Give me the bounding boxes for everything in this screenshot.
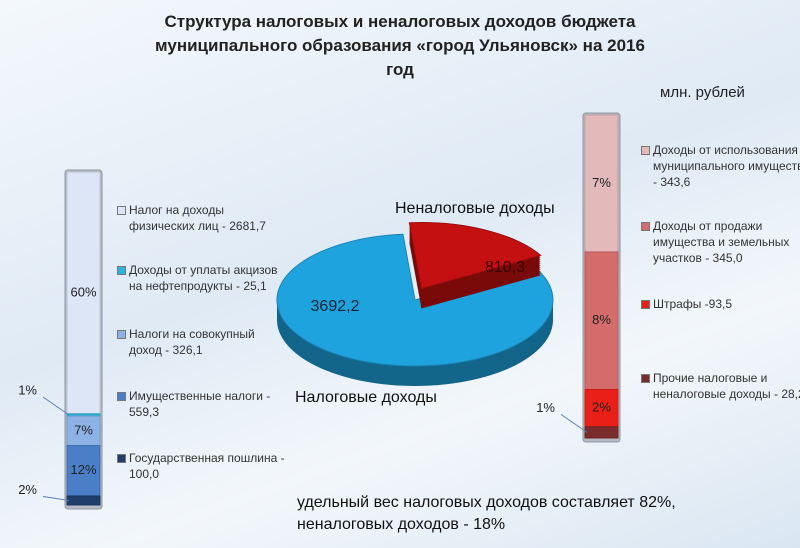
legend-text: Доходы от использования муниципального и…: [653, 143, 800, 189]
legend-marker: [117, 330, 126, 339]
legend-marker: [117, 206, 126, 215]
pie-slice-group: [276, 233, 554, 387]
legend-entry: Доходы от использования муниципального и…: [641, 142, 800, 190]
legend-marker: [117, 392, 126, 401]
share-label: 1%: [18, 382, 37, 397]
legend-entry: Налоги на совокупный доход - 326,1: [117, 326, 289, 358]
legend-marker: [641, 222, 650, 231]
share-label: 7%: [592, 175, 611, 190]
legend-entry: Прочие налоговые и неналоговые доходы - …: [641, 370, 800, 402]
legend-text: Налог на доходы физических лиц - 2681,7: [129, 203, 266, 233]
pie-slice: [276, 233, 554, 367]
legend-marker: [117, 266, 126, 275]
leader-line: [560, 413, 588, 433]
pie-category-label: Налоговые доходы: [295, 389, 437, 406]
pie-value-label: 3692,2: [311, 298, 360, 315]
pie-slice: [408, 222, 542, 290]
legend-entry: Имущественные налоги - 559,3: [117, 388, 289, 420]
bar-segment: [66, 495, 101, 506]
bar-segment: [584, 388, 619, 428]
pie-value-label: 810,3: [485, 259, 525, 276]
legend-entry: Штрафы -93,5: [641, 296, 800, 312]
legend-entry: Доходы от продажи имущества и земельных …: [641, 218, 800, 266]
legend-entry: Государственная пошлина - 100,0: [117, 450, 289, 482]
bar-segment: [584, 251, 619, 390]
bar-segment: [66, 415, 101, 447]
unit-label: млн. рублей: [660, 84, 745, 101]
legend-text: Имущественные налоги - 559,3: [129, 389, 271, 419]
legend-entry: Налог на доходы физических лиц - 2681,7: [117, 202, 289, 234]
pie-category-label: Неналоговые доходы: [395, 200, 555, 217]
bar-segment: [584, 426, 619, 439]
share-label: 2%: [18, 482, 37, 497]
share-label: 12%: [70, 462, 96, 477]
legend-marker: [641, 300, 650, 309]
leader-line: [42, 396, 70, 416]
legend-text: Штрафы -93,5: [653, 297, 733, 311]
legend-marker: [641, 374, 650, 383]
legend-text: Государственная пошлина - 100,0: [129, 451, 285, 481]
chart-title: Структура налоговых и неналоговых доходо…: [155, 12, 645, 79]
legend-text: Прочие налоговые и неналоговые доходы - …: [653, 371, 800, 401]
share-label: 7%: [74, 422, 93, 437]
bar-segment: [584, 114, 619, 253]
share-label: 1%: [536, 400, 555, 415]
legend-text: Доходы от продажи имущества и земельных …: [653, 219, 790, 265]
share-label: 2%: [592, 400, 611, 415]
pie-slice-group: [408, 222, 542, 309]
legend-marker: [117, 454, 126, 463]
legend-entry: Доходы от уплаты акцизов на нефтепродукт…: [117, 262, 289, 294]
legend-text: Доходы от уплаты акцизов на нефтепродукт…: [129, 263, 278, 293]
share-label: 60%: [70, 284, 96, 299]
legend-text: Налоги на совокупный доход - 326,1: [129, 327, 255, 357]
legend-marker: [641, 146, 650, 155]
share-label: 8%: [592, 312, 611, 327]
bar-segment: [66, 445, 101, 497]
note: удельный вес налоговых доходов составляе…: [297, 494, 676, 533]
leader-line: [42, 495, 70, 501]
